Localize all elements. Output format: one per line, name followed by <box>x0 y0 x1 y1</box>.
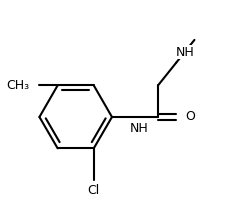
Text: NH: NH <box>176 46 195 59</box>
Text: O: O <box>185 111 195 124</box>
Text: NH: NH <box>130 122 149 134</box>
Text: CH₃: CH₃ <box>6 79 30 92</box>
Text: Cl: Cl <box>88 184 100 197</box>
